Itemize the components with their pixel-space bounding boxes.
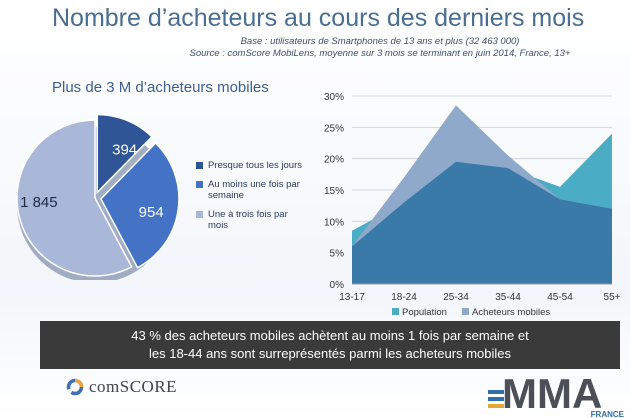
legend-item: Au moins une fois par semaine xyxy=(196,179,306,201)
base-note: Base : utilisateurs de Smartphones de 13… xyxy=(240,36,520,47)
x-tick-label: 35-44 xyxy=(495,292,521,303)
y-tick-label: 30% xyxy=(324,92,344,103)
y-tick-label: 5% xyxy=(330,249,345,260)
y-tick-label: 0% xyxy=(330,280,345,291)
pie-value-label: 1 845 xyxy=(20,194,58,211)
banner-line-2: les 18-44 ans sont surreprésentés parmi … xyxy=(148,346,511,361)
page-title: Nombre d’acheteurs au cours des derniers… xyxy=(52,4,585,32)
mma-stripe xyxy=(488,404,504,408)
legend-swatch xyxy=(196,162,203,169)
pie-value-label: 394 xyxy=(112,142,137,159)
x-tick-label: 18-24 xyxy=(391,292,417,303)
x-tick-label: 55+ xyxy=(604,292,621,303)
legend-label: Presque tous les jours xyxy=(208,160,302,171)
legend-item: Une à trois fois par mois xyxy=(196,209,306,231)
mma-stripe xyxy=(488,397,504,401)
legend-item: Presque tous les jours xyxy=(196,160,306,171)
area-chart: 0% 5% 10% 15% 20% 25% 30% 13-17 18-24 25-34 35-44 4… xyxy=(324,92,621,318)
mma-wordmark: MMA xyxy=(502,370,602,417)
pie-slice xyxy=(100,142,180,269)
y-tick-label: 15% xyxy=(324,186,344,197)
x-tick-label: 25-34 xyxy=(443,292,469,303)
pie-value-label: 954 xyxy=(139,204,164,221)
y-tick-label: 10% xyxy=(324,217,344,228)
y-tick-label: 25% xyxy=(324,123,344,134)
legend-label: Acheteurs mobiles xyxy=(472,307,550,318)
source-note: Source : comScore MobiLens, moyenne sur … xyxy=(189,48,571,59)
legend-swatch xyxy=(196,211,203,218)
comscore-ring-icon xyxy=(66,378,84,396)
legend-swatch xyxy=(462,308,469,315)
legend-label: Une à trois fois par mois xyxy=(208,209,288,231)
pie-slice xyxy=(96,113,153,195)
legend-label: Au moins une fois par semaine xyxy=(208,179,300,201)
mma-stripe xyxy=(488,390,504,394)
x-tick-label: 45-54 xyxy=(547,292,573,303)
comscore-wordmark: comSCORE xyxy=(89,377,178,396)
area-overlap xyxy=(352,161,612,284)
banner-line-1: 43 % des acheteurs mobiles achètent au m… xyxy=(131,328,529,343)
y-tick-label: 20% xyxy=(324,155,344,166)
pie-slice xyxy=(16,119,133,277)
legend-swatch xyxy=(392,308,399,315)
pie-chart: 394 954 1 845 xyxy=(16,113,180,280)
legend-swatch xyxy=(196,181,203,188)
pie-legend: Presque tous les jours Au moins une fois … xyxy=(196,160,306,239)
comscore-logo: comSCORE xyxy=(66,377,177,397)
conclusion-banner: 43 % des acheteurs mobiles achètent au m… xyxy=(40,321,620,369)
pie-subtitle: Plus de 3 M d’acheteurs mobiles xyxy=(52,79,269,96)
mma-france-logo: MMA FRANCE xyxy=(488,370,625,418)
x-tick-label: 13-17 xyxy=(339,292,365,303)
legend-label: Population xyxy=(402,307,447,318)
mma-country: FRANCE xyxy=(591,410,625,418)
